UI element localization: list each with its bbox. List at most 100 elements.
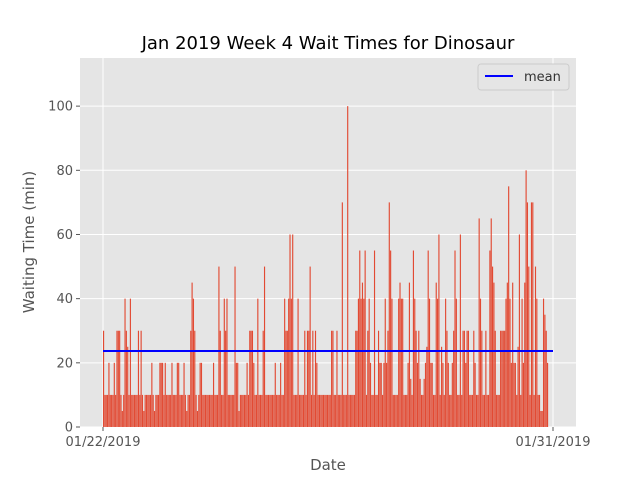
bar — [439, 394, 441, 427]
bar — [489, 250, 491, 427]
bar — [391, 298, 393, 427]
bar — [123, 394, 125, 427]
bar — [235, 362, 237, 427]
bar — [267, 394, 270, 427]
bar — [270, 394, 272, 427]
bar — [482, 394, 484, 427]
bar — [340, 394, 342, 427]
bar — [392, 394, 394, 427]
bar — [541, 410, 543, 427]
bar — [145, 394, 148, 427]
bar — [486, 394, 488, 427]
bar — [505, 298, 507, 427]
bar — [121, 410, 123, 427]
bar — [242, 394, 244, 427]
bar — [128, 394, 130, 427]
bar — [327, 394, 329, 427]
bar — [234, 266, 236, 427]
bar — [222, 394, 224, 427]
bar — [526, 202, 529, 427]
bar — [521, 298, 523, 427]
bar — [208, 394, 211, 427]
bar — [455, 298, 457, 427]
x-axis-label: Date — [310, 456, 346, 474]
bar — [324, 394, 326, 427]
bar — [399, 282, 401, 427]
bar — [313, 394, 315, 427]
bar — [318, 394, 321, 427]
bar — [478, 218, 480, 427]
bar — [204, 394, 207, 427]
bar — [518, 234, 520, 427]
bar — [210, 394, 212, 427]
bar — [441, 346, 443, 427]
bar — [418, 330, 420, 427]
bar — [465, 362, 467, 427]
bar — [427, 250, 429, 427]
bar — [285, 330, 287, 427]
bar — [386, 362, 388, 427]
bar — [536, 298, 538, 427]
bar — [198, 394, 200, 427]
bar — [132, 394, 134, 427]
bar — [375, 394, 377, 427]
bar — [474, 362, 476, 427]
bar — [530, 202, 533, 427]
bar — [377, 330, 380, 427]
bar — [231, 394, 233, 427]
bar — [420, 394, 423, 427]
bar — [348, 394, 350, 427]
bar — [292, 234, 294, 427]
bar — [155, 394, 157, 427]
bar — [414, 298, 416, 427]
bar — [199, 362, 201, 427]
bar — [322, 394, 325, 427]
bar — [247, 394, 250, 427]
bar — [237, 362, 239, 427]
bar — [376, 394, 378, 427]
bar — [458, 394, 460, 427]
bar — [355, 330, 357, 427]
y-axis-ticks: 0 20 40 60 80 100 — [48, 100, 80, 436]
bar — [512, 282, 514, 427]
y-tick-label: 80 — [56, 164, 73, 179]
bar — [148, 394, 150, 427]
bar — [312, 330, 314, 427]
bar — [180, 394, 182, 427]
bar — [382, 394, 384, 427]
bar — [522, 362, 524, 427]
bar — [369, 362, 372, 427]
bar — [461, 394, 463, 427]
bar — [153, 410, 156, 427]
bar — [239, 394, 241, 427]
bar — [335, 394, 337, 427]
bar — [469, 394, 471, 427]
bar — [513, 362, 515, 427]
bar — [265, 394, 267, 427]
bar — [419, 378, 421, 427]
bar — [360, 298, 362, 427]
bar — [516, 394, 518, 427]
bar — [497, 394, 499, 427]
bar — [152, 394, 154, 427]
bar — [290, 298, 292, 427]
x-tick-label: 01/31/2019 — [516, 435, 591, 450]
bar — [459, 234, 461, 427]
bar — [383, 362, 385, 427]
bar — [284, 298, 286, 427]
bar — [178, 362, 180, 427]
bar — [434, 394, 436, 427]
bar — [347, 106, 349, 427]
bar — [424, 362, 427, 427]
bar — [289, 234, 291, 427]
bar — [282, 394, 284, 427]
bar — [343, 394, 345, 427]
bar — [140, 330, 142, 427]
bar — [317, 394, 319, 427]
bar — [266, 394, 268, 427]
bar — [151, 362, 153, 427]
bar — [147, 394, 149, 427]
bar — [371, 394, 373, 427]
bar — [274, 362, 276, 427]
bar — [502, 330, 504, 427]
